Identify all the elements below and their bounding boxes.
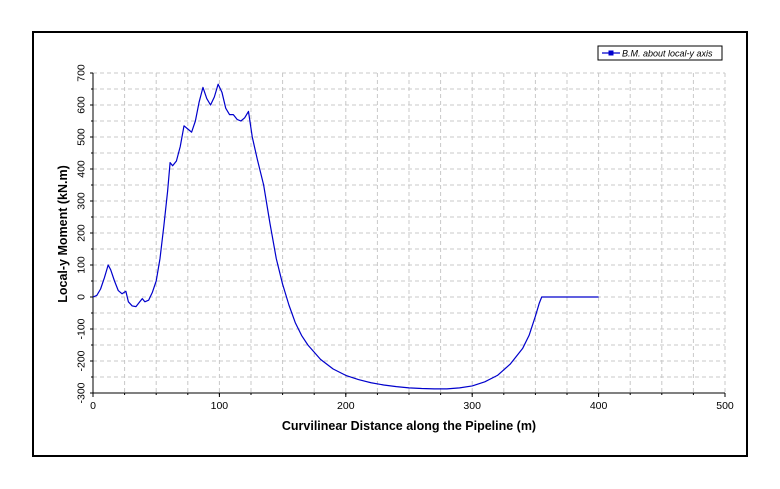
series-line [92, 83, 599, 390]
legend: B.M. about local-y axis [597, 45, 723, 61]
legend-label: B.M. about local-y axis [622, 49, 713, 59]
y-tick-label: -100 [76, 318, 88, 339]
y-tick-label: -200 [76, 350, 88, 371]
y-tick-label: 500 [76, 128, 88, 146]
legend-box [597, 45, 723, 61]
x-tick-label: 100 [211, 400, 229, 412]
axis-ticks: -300 -200 -100 0 100 200 300 400 500 600 700 0 100 20… [76, 64, 734, 412]
series-lines [92, 83, 599, 390]
y-tick-label: 400 [76, 160, 88, 178]
y-tick-label: 0 [76, 294, 88, 300]
y-tick-label: 700 [76, 64, 88, 82]
x-tick-label: 400 [590, 400, 608, 412]
x-axis-title: Curvilinear Distance along the Pipeline … [282, 419, 536, 433]
y-tick-label: 300 [76, 192, 88, 210]
y-tick-label: 100 [76, 256, 88, 274]
y-tick-label: 200 [76, 224, 88, 242]
y-tick-label: 600 [76, 96, 88, 114]
y-axis-title: Local-y Moment (kN.m) [56, 165, 70, 303]
grid [92, 72, 726, 394]
x-tick-label: 200 [337, 400, 355, 412]
x-tick-label: 300 [463, 400, 481, 412]
legend-marker-swatch [608, 50, 614, 56]
y-tick-label: -300 [76, 382, 88, 403]
x-tick-label: 0 [90, 400, 96, 412]
x-tick-label: 500 [716, 400, 734, 412]
